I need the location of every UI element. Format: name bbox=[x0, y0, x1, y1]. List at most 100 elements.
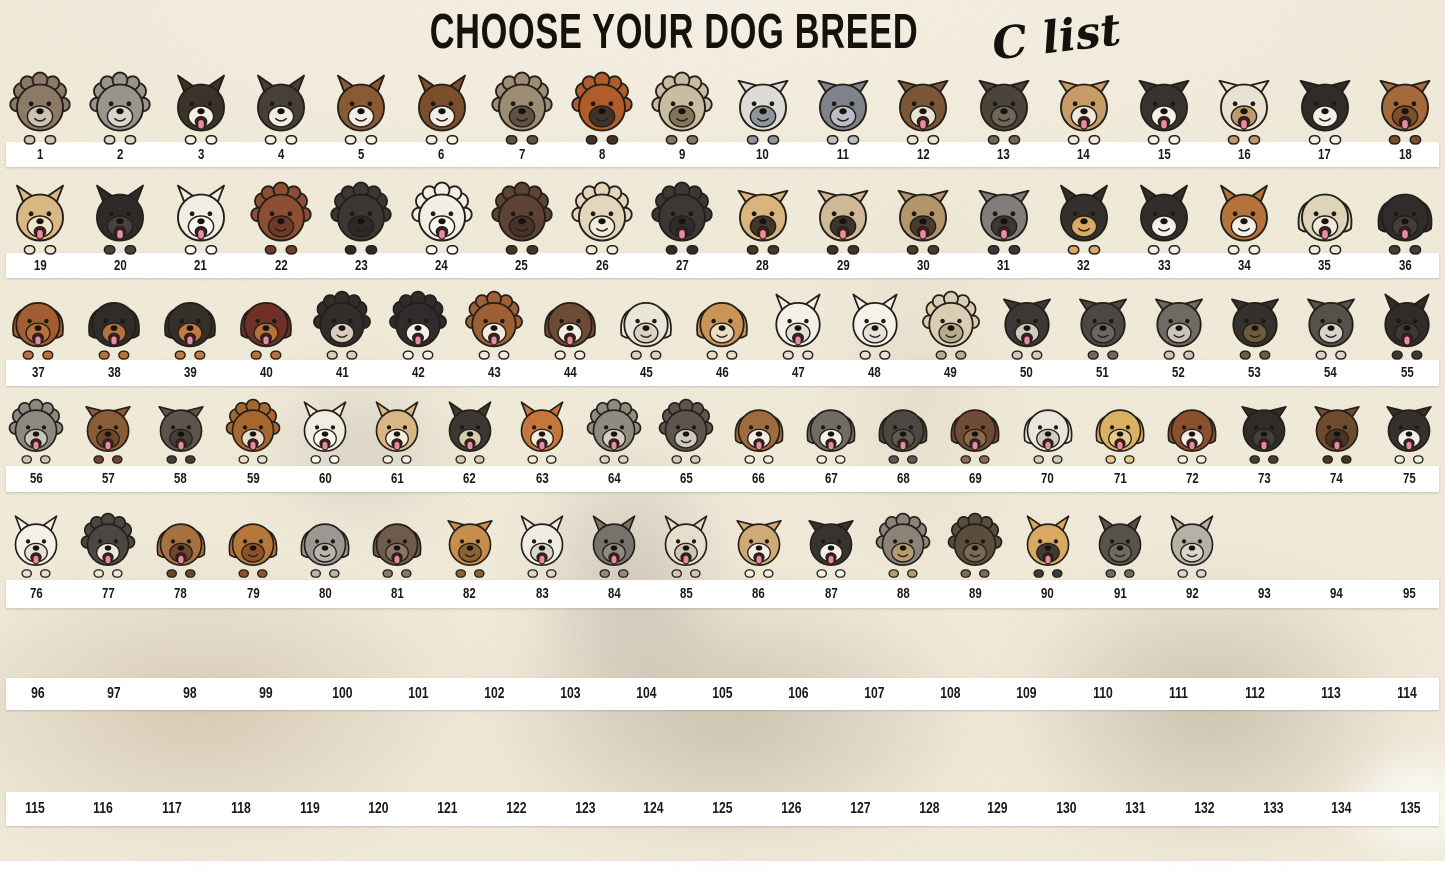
row-cells: 56 57 58 59 bbox=[0, 388, 1445, 492]
breed-option-27: 27 bbox=[642, 177, 722, 278]
breed-number: 109 bbox=[1016, 685, 1037, 702]
breed-number: 9 bbox=[679, 146, 686, 163]
breed-number: 95 bbox=[1402, 585, 1416, 602]
breed-option-120: 120 bbox=[344, 792, 413, 826]
breed-option-68: 68 bbox=[867, 388, 939, 492]
breed-option-34: 34 bbox=[1204, 177, 1284, 278]
breed-option-66: 66 bbox=[723, 388, 795, 492]
dog-icon-pug-fawn bbox=[737, 189, 789, 255]
breed-option-63: 63 bbox=[506, 388, 578, 492]
breed-option-8: 8 bbox=[562, 70, 642, 167]
breed-option-20: 20 bbox=[80, 177, 160, 278]
breed-number: 78 bbox=[174, 585, 187, 602]
breed-number: 67 bbox=[824, 470, 838, 487]
breed-option-108: 108 bbox=[913, 678, 989, 710]
dog-icon-shar-pei-gray bbox=[157, 405, 204, 464]
breed-number: 61 bbox=[391, 470, 404, 487]
breed-number: 128 bbox=[918, 800, 940, 817]
breed-number: 11 bbox=[836, 146, 849, 163]
breed-number: 20 bbox=[114, 257, 127, 274]
breed-number: 98 bbox=[183, 685, 197, 702]
breed-option-54: 54 bbox=[1293, 283, 1369, 386]
breed-number: 70 bbox=[1041, 470, 1054, 487]
breed-option-97: 97 bbox=[76, 678, 152, 710]
breed-option-94: 94 bbox=[1301, 494, 1373, 608]
breed-option-52: 52 bbox=[1141, 283, 1217, 386]
dog-icon-redbone-coonhound bbox=[12, 302, 64, 360]
breed-number: 71 bbox=[1113, 470, 1127, 487]
breed-number: 23 bbox=[354, 257, 368, 274]
breed-option-18: 18 bbox=[1365, 70, 1445, 167]
breed-number: 50 bbox=[1020, 364, 1033, 381]
breed-option-58: 58 bbox=[145, 388, 217, 492]
breed-number: 43 bbox=[487, 364, 501, 381]
breed-option-57: 57 bbox=[72, 388, 144, 492]
breed-option-92: 92 bbox=[1156, 494, 1228, 608]
dog-icon-schnauzer-salt-pepper bbox=[1154, 298, 1203, 360]
dog-icon-shar-pei-brown bbox=[85, 405, 132, 464]
breed-number: 127 bbox=[850, 800, 871, 817]
dog-icon-poodle-apricot bbox=[571, 181, 633, 255]
breed-number: 42 bbox=[411, 364, 425, 381]
breed-row-6: 96 97 98 99 100 101 102 103 104 105 106 107 108 109 11… bbox=[0, 678, 1445, 710]
breed-number: 13 bbox=[997, 146, 1010, 163]
breed-number: 110 bbox=[1092, 685, 1113, 702]
breed-option-78: 78 bbox=[145, 494, 217, 608]
breed-number: 90 bbox=[1041, 585, 1054, 602]
breed-number: 93 bbox=[1258, 585, 1271, 602]
dog-icon-shih-tzu-brown bbox=[950, 409, 1000, 464]
breed-number: 60 bbox=[318, 470, 332, 487]
breed-number: 99 bbox=[259, 685, 273, 702]
breed-option-80: 80 bbox=[289, 494, 361, 608]
breed-option-88: 88 bbox=[867, 494, 939, 608]
row-cells: 76 77 78 79 80 bbox=[0, 494, 1445, 608]
dog-icon-staffordshire-black-white bbox=[1386, 405, 1432, 464]
breed-number: 14 bbox=[1077, 146, 1091, 163]
dog-icon-whippet-black-white bbox=[808, 519, 854, 578]
breed-option-56: 56 bbox=[0, 388, 72, 492]
dog-icon-labrador-yellow bbox=[1297, 193, 1353, 255]
breed-number: 118 bbox=[231, 800, 251, 817]
breed-option-119: 119 bbox=[275, 792, 344, 826]
dog-icon-shih-tzu-gray-shaggy bbox=[586, 398, 642, 464]
breed-option-125: 125 bbox=[688, 792, 757, 826]
breed-number: 112 bbox=[1244, 685, 1265, 702]
breed-number: 77 bbox=[102, 585, 115, 602]
dog-icon-rottweiler-black-tan bbox=[88, 302, 140, 360]
breed-option-30: 30 bbox=[883, 177, 963, 278]
dog-icon-yorkie-gray-tan bbox=[875, 512, 931, 578]
breed-option-106: 106 bbox=[760, 678, 836, 710]
breed-option-46: 46 bbox=[684, 283, 760, 386]
breed-option-124: 124 bbox=[619, 792, 688, 826]
breed-number: 33 bbox=[1157, 257, 1171, 274]
breed-number: 6 bbox=[438, 146, 445, 163]
breed-option-23: 23 bbox=[321, 177, 401, 278]
breed-number: 88 bbox=[896, 585, 910, 602]
breed-option-114: 114 bbox=[1369, 678, 1445, 710]
dog-icon-rat-terrier-red-white bbox=[1220, 184, 1269, 255]
breed-number: 37 bbox=[31, 364, 45, 381]
dog-icon-wire-terrier-gray bbox=[8, 398, 64, 464]
dog-icon-samoyed-cream-fluffy bbox=[921, 290, 980, 360]
dog-icon-cairn-terrier-gray bbox=[592, 515, 636, 578]
breed-number: 133 bbox=[1262, 800, 1284, 817]
breed-number: 85 bbox=[680, 585, 693, 602]
breed-number: 16 bbox=[1238, 146, 1251, 163]
breed-number: 135 bbox=[1400, 800, 1421, 817]
breed-number: 113 bbox=[1321, 685, 1341, 702]
breed-option-93: 93 bbox=[1228, 494, 1300, 608]
breed-number: 58 bbox=[174, 470, 187, 487]
breed-option-31: 31 bbox=[963, 177, 1043, 278]
dog-icon-sheltie-tricolor bbox=[313, 290, 372, 360]
breed-option-35: 35 bbox=[1285, 177, 1365, 278]
breed-option-6: 6 bbox=[401, 70, 481, 167]
breed-number: 54 bbox=[1324, 364, 1338, 381]
breed-option-4: 4 bbox=[241, 70, 321, 167]
dog-icon-shiba-white bbox=[303, 401, 347, 464]
breed-option-7: 7 bbox=[482, 70, 562, 167]
dog-icon-pitbull-white-tan-patch bbox=[1218, 79, 1270, 145]
breed-option-101: 101 bbox=[380, 678, 456, 710]
breed-option-15: 15 bbox=[1124, 70, 1204, 167]
breed-number: 27 bbox=[676, 257, 689, 274]
dog-icon-schnauzer-silver bbox=[1306, 298, 1355, 360]
